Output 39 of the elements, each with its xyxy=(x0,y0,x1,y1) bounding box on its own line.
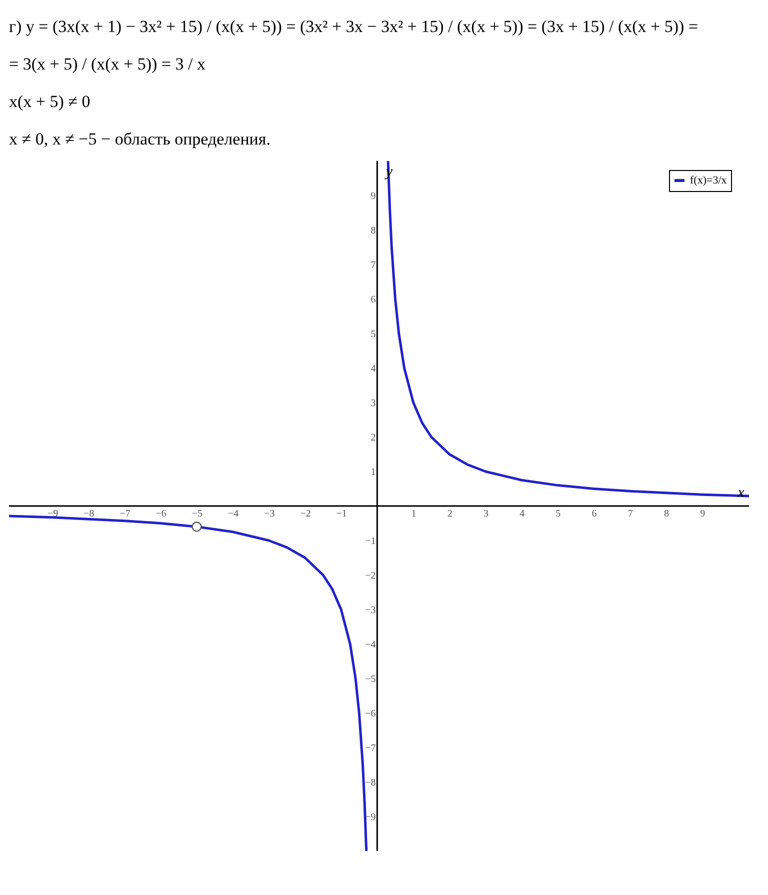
x-tick-label: −8 xyxy=(84,508,94,520)
y-tick-label: 7 xyxy=(370,260,376,271)
y-tick-label: 3 xyxy=(370,398,376,409)
y-tick-label: −4 xyxy=(365,640,376,650)
text: = 3(x + 5) / (x(x + 5)) = 3 / x xyxy=(9,54,206,74)
x-tick-label: −4 xyxy=(228,508,239,520)
y-tick-label: −5 xyxy=(365,674,376,685)
text: x(x + 5) ≠ 0 xyxy=(9,92,90,111)
x-tick-label: 2 xyxy=(447,508,452,520)
y-tick-label: 6 xyxy=(370,294,376,306)
y-tick-label: 1 xyxy=(370,467,376,478)
y-tick-label: −7 xyxy=(365,743,376,754)
x-tick-label: 4 xyxy=(520,508,525,520)
x-tick-label: 7 xyxy=(628,508,633,520)
y-tick-label: −1 xyxy=(365,536,376,547)
x-tick-label: 5 xyxy=(556,508,561,520)
text: x ≠ 0, x ≠ −5 − область определения. xyxy=(9,129,270,148)
x-tick-label: 3 xyxy=(483,508,488,520)
y-tick-label: −8 xyxy=(365,778,376,788)
x-tick-label: −6 xyxy=(156,508,166,520)
y-tick-label: 2 xyxy=(370,432,376,444)
y-tick-label: −2 xyxy=(365,570,376,582)
x-tick-label: 8 xyxy=(664,508,669,520)
y-tick-label: −6 xyxy=(365,708,376,720)
y-tick-label: 4 xyxy=(370,364,376,374)
y-tick-label: 5 xyxy=(370,329,376,340)
x-tick-label: −1 xyxy=(336,508,347,520)
x-tick-label: −7 xyxy=(120,508,130,520)
y-tick-label: 9 xyxy=(370,191,376,202)
legend-label: f(x)=3/x xyxy=(690,174,728,186)
x-tick-label: 9 xyxy=(700,508,706,520)
x-tick-label: 6 xyxy=(592,508,597,520)
x-tick-label: 1 xyxy=(411,508,416,520)
text: г) y = (3x(x + 1) − 3x² + 15) / (x(x + 5)) = (3x² + 3x − 3x² + 15) / (x(x + 5)) = (3x + 15) / (x(x + 5)) = xyxy=(9,16,698,36)
x-tick-label: −3 xyxy=(264,508,275,520)
x-tick-label: −5 xyxy=(192,508,203,520)
y-tick-label: 8 xyxy=(370,226,376,236)
y-tick-label: −3 xyxy=(365,605,376,616)
x-tick-label: −2 xyxy=(300,508,311,520)
